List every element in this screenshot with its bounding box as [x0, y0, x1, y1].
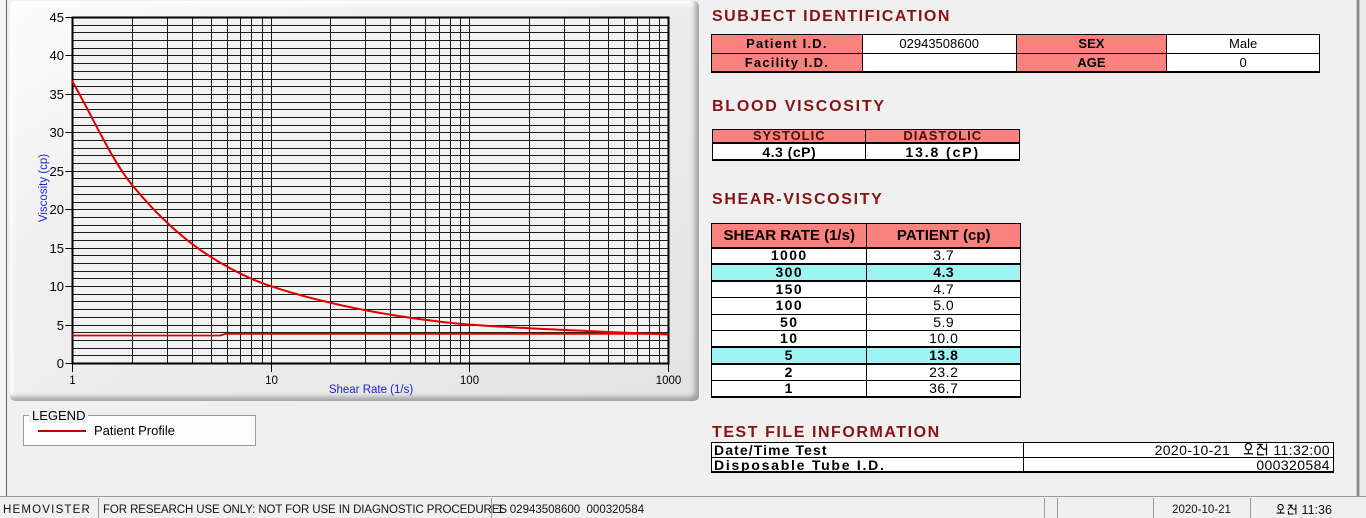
svg-text:15: 15: [50, 241, 64, 256]
svg-text:100: 100: [460, 375, 479, 387]
svg-text:10: 10: [265, 375, 278, 387]
svg-text:10: 10: [50, 279, 64, 294]
svg-text:5: 5: [57, 318, 64, 333]
svg-text:Shear Rate (1/s): Shear Rate (1/s): [329, 384, 414, 396]
svg-text:Viscosity (cp): Viscosity (cp): [38, 154, 50, 222]
svg-text:0: 0: [57, 356, 64, 371]
svg-text:1: 1: [69, 375, 75, 387]
svg-text:45: 45: [50, 10, 64, 25]
svg-text:20: 20: [50, 202, 64, 217]
svg-text:35: 35: [50, 87, 64, 102]
svg-text:30: 30: [50, 125, 64, 140]
svg-text:40: 40: [50, 48, 64, 63]
svg-text:25: 25: [50, 164, 64, 179]
svg-text:1000: 1000: [656, 375, 682, 387]
